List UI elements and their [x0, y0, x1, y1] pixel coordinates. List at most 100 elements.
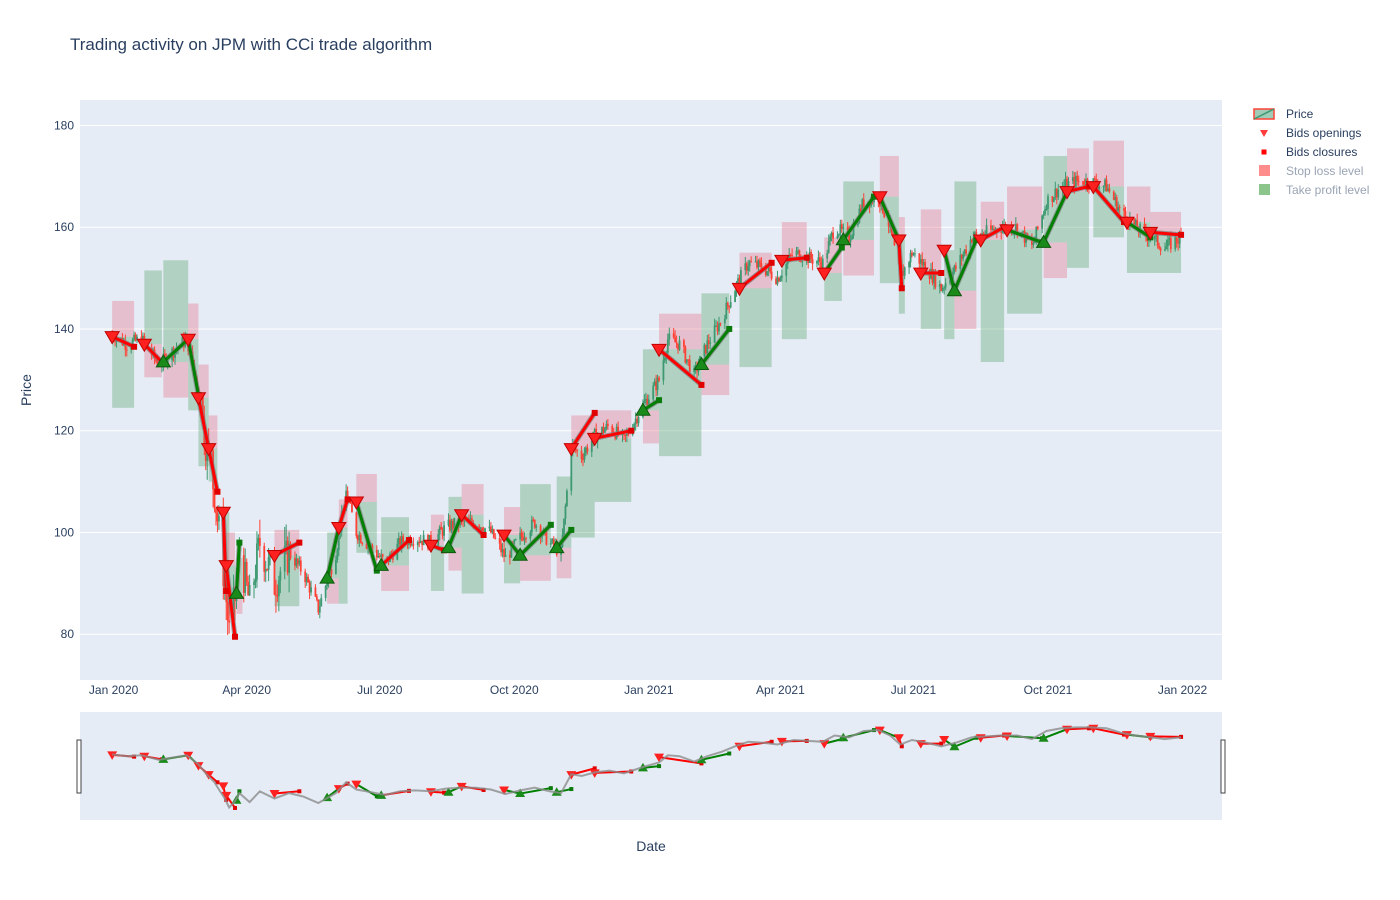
candle-body [351, 502, 353, 513]
mini-price-line [112, 726, 1182, 810]
trade-path [207, 447, 219, 494]
candle-body [437, 534, 440, 546]
candle-body [789, 254, 792, 256]
x-tick-label: Apr 2021 [756, 683, 805, 697]
candle-body [216, 513, 219, 522]
candle-body [500, 543, 503, 553]
bid-closure-marker [344, 496, 351, 503]
bid-opening-marker [155, 354, 172, 368]
take-profit-box [739, 288, 772, 368]
candle-body [438, 527, 441, 535]
candle-body [450, 521, 453, 531]
bid-opening-marker [731, 282, 748, 297]
candle-body [842, 227, 845, 229]
candle-body [738, 278, 741, 286]
candle-body [908, 262, 910, 268]
range-slider-right-handle[interactable] [1220, 739, 1226, 794]
candle-body [625, 432, 628, 436]
candle-body [488, 526, 491, 529]
x-axis: Jan 2020 Apr 2020 Jul 2020 Oct 2020 Jan 2021… [89, 683, 1208, 697]
candle-body [1134, 220, 1137, 225]
candle-body [520, 532, 523, 537]
candle-body [918, 253, 921, 264]
take-profit-box [824, 272, 842, 301]
candle-body [816, 260, 818, 264]
candle-body [836, 235, 839, 239]
candle-body [1052, 197, 1055, 202]
candle-body [479, 527, 482, 530]
candle-body [218, 515, 220, 522]
gridlines [80, 124, 1222, 635]
plot-area[interactable] [80, 100, 1222, 680]
x-tick-label: Apr 2020 [222, 683, 271, 697]
bid-closure-marker [480, 532, 487, 538]
candle-body [767, 267, 770, 272]
bid-opening-marker [816, 267, 833, 281]
candle-body [359, 535, 362, 543]
mini-closure-marker [237, 789, 242, 794]
candle-body [837, 234, 840, 236]
candle-body [124, 341, 127, 350]
candle-body [991, 228, 994, 230]
candle-body [862, 199, 865, 207]
candle-body [1036, 226, 1039, 229]
stop-loss-box [781, 222, 807, 261]
stop-loss-box [327, 578, 339, 604]
candle-body [356, 536, 359, 541]
candle-body [1057, 189, 1060, 198]
candle-body [504, 554, 507, 557]
candle-body [1165, 246, 1168, 250]
candle-body [449, 519, 451, 531]
legend-item-label: Bids openings [1286, 126, 1361, 140]
candle-body [785, 263, 788, 276]
candle-body [971, 239, 973, 243]
x-tick-label: Jul 2020 [357, 683, 403, 697]
candle-body [315, 596, 318, 600]
candle-body [954, 265, 957, 269]
candle-body [786, 260, 789, 264]
candle-body [715, 325, 717, 327]
mini-opening-marker [949, 741, 960, 751]
legend-item-label: Take profit level [1286, 183, 1369, 197]
bid-opening-marker [1119, 216, 1135, 231]
candle-body [418, 542, 421, 544]
candle-body [330, 569, 333, 574]
candle-body [1051, 196, 1054, 202]
candle-body [1014, 224, 1017, 232]
candle-body [416, 542, 419, 546]
trade-path [379, 538, 411, 568]
candle-body [267, 557, 270, 570]
candle-body [228, 620, 231, 623]
stop-loss-box [843, 239, 874, 276]
bid-opening-marker [136, 338, 153, 353]
candle-body [453, 517, 456, 529]
candle-body [254, 579, 257, 583]
candle-body [760, 263, 763, 270]
candle-body [1133, 218, 1136, 225]
trade-path [196, 396, 211, 451]
candle-body [982, 233, 985, 236]
legend-item-label: Bids closures [1286, 145, 1357, 159]
bid-opening-marker [563, 443, 580, 457]
candle-body [965, 249, 968, 254]
mini-closure-marker [232, 805, 237, 810]
candle-body [658, 377, 660, 381]
candle-body [308, 582, 311, 593]
candle-body [494, 537, 497, 539]
candle-body [703, 344, 706, 357]
candle-body [307, 576, 310, 583]
range-slider-left-handle[interactable] [76, 739, 82, 794]
take-profit-box [571, 448, 595, 538]
mini-opening-marker [499, 786, 510, 795]
candle-body [764, 269, 767, 276]
candle-body [779, 277, 782, 282]
bid-closure-marker [296, 539, 303, 546]
candle-body [938, 283, 941, 288]
candle-body [247, 581, 250, 596]
candle-body [1064, 178, 1067, 186]
y-tick-label: 140 [54, 322, 74, 336]
candle-body [601, 427, 603, 435]
bid-opening-marker [453, 509, 470, 523]
candle-body [1158, 245, 1161, 249]
bid-opening-marker [912, 267, 929, 281]
